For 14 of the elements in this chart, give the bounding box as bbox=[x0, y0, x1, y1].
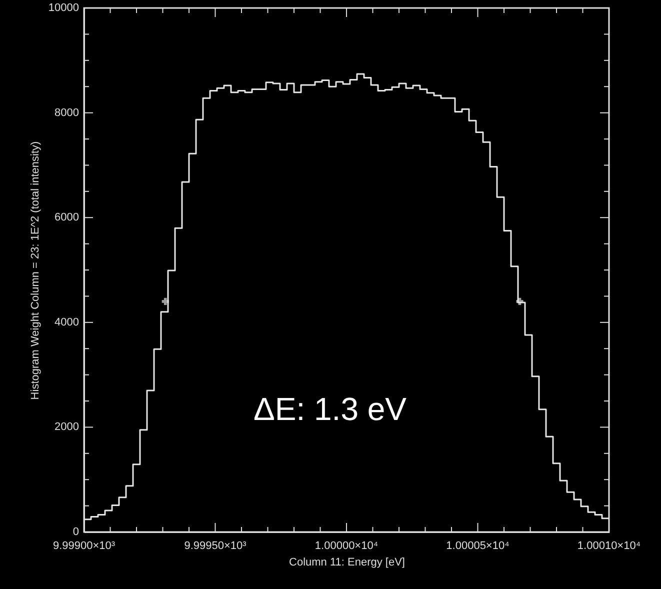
y-tick-label: 10000 bbox=[48, 2, 79, 14]
x-tick-label: 1.00010×10⁴ bbox=[577, 540, 641, 552]
x-axis-title: Column 11: Energy [eV] bbox=[289, 556, 405, 568]
x-tick-label: 1.00000×10⁴ bbox=[314, 540, 378, 552]
y-tick-label: 8000 bbox=[54, 106, 79, 119]
x-tick-label: 9.99900×10³ bbox=[52, 540, 116, 552]
annotation: ΔE: 1.3 eV bbox=[253, 391, 408, 427]
y-tick-label: 2000 bbox=[54, 421, 79, 434]
y-axis-title: Histogram Weight Column = 23: 1E^2 (total intensity) bbox=[30, 141, 42, 400]
y-tick-label: 6000 bbox=[54, 212, 79, 224]
y-tick-label: 4000 bbox=[54, 316, 79, 328]
x-tick-label: 9.99950×10³ bbox=[184, 540, 247, 552]
y-tick-label: 0 bbox=[72, 526, 79, 538]
x-tick-label: 1.00005×10⁴ bbox=[446, 540, 510, 552]
